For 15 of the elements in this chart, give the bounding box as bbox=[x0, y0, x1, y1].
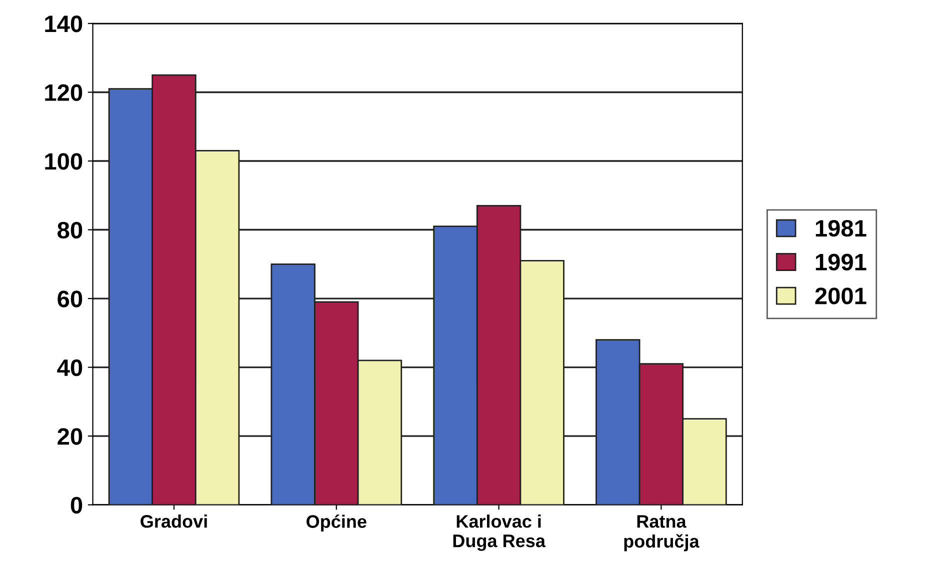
y-tick-label: 40 bbox=[57, 359, 82, 376]
y-tick-label: 0 bbox=[70, 496, 82, 514]
x-tick-label: Ratna područja bbox=[624, 515, 700, 552]
legend-label: 1981 bbox=[816, 220, 866, 237]
y-tick-label: 100 bbox=[45, 153, 82, 170]
y-tick-label: 60 bbox=[58, 290, 82, 308]
legend-label: 1991 bbox=[816, 254, 866, 270]
legend-label: 2001 bbox=[815, 288, 866, 304]
x-tick-label: Gradovi bbox=[140, 514, 207, 528]
x-tick-label: Općine bbox=[306, 514, 366, 532]
x-tick-label: Karlovac i Duga Resa bbox=[453, 514, 546, 551]
y-tick-label: 20 bbox=[58, 428, 82, 445]
y-tick-label: 120 bbox=[45, 84, 82, 102]
y-tick-label: 80 bbox=[58, 222, 82, 239]
y-tick-label: 140 bbox=[45, 16, 82, 32]
